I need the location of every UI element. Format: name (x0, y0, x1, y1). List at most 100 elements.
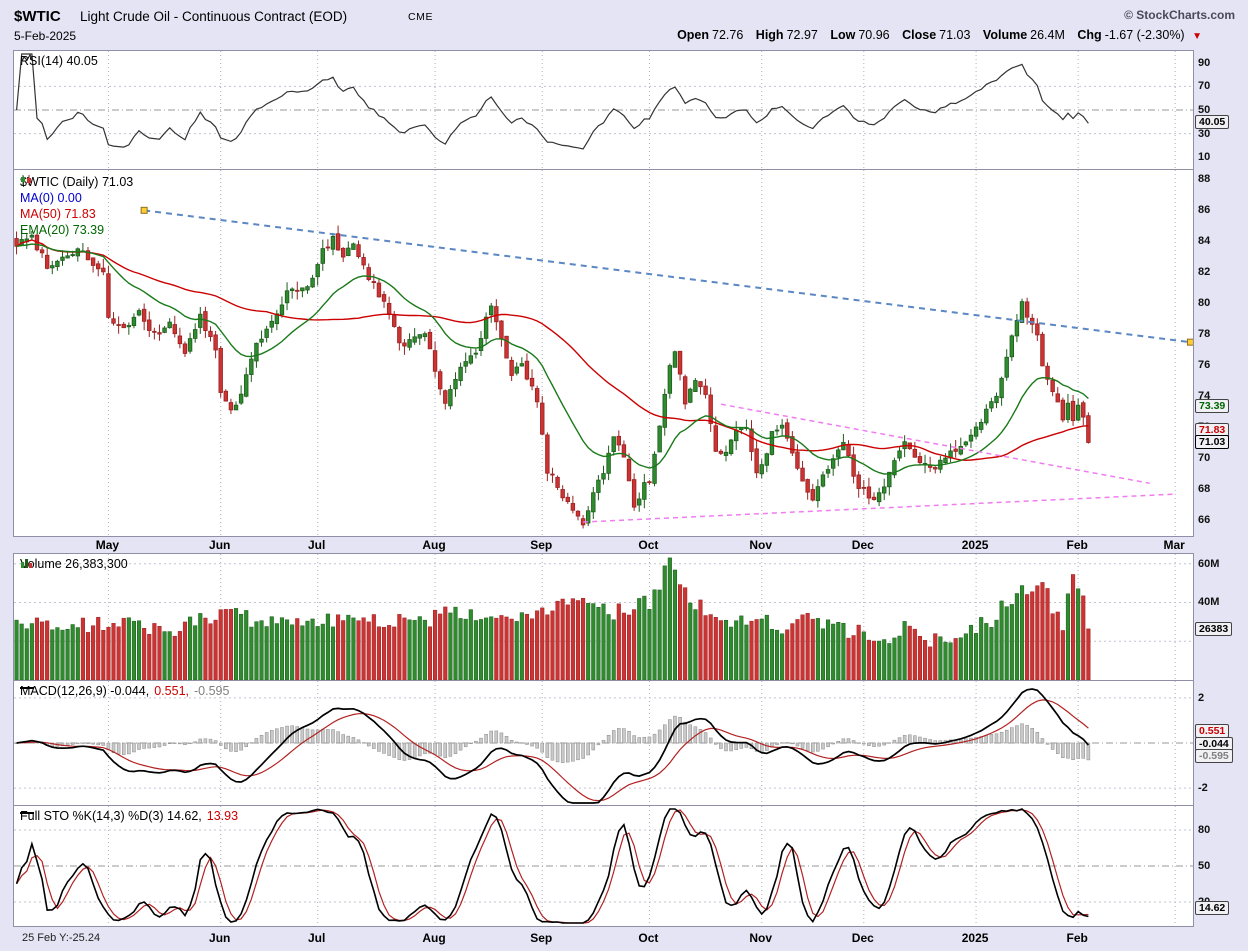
x-axis-label: Jun (209, 538, 231, 552)
y-axis-tick: 68 (1198, 483, 1211, 496)
symbol: $WTIC (14, 8, 61, 25)
y-axis-tick: 80 (1198, 297, 1211, 310)
x-axis-label: Jul (308, 931, 326, 945)
volume-bars-icon (21, 559, 32, 568)
x-axis-label: Jun (209, 931, 231, 945)
exchange-label: CME (408, 11, 434, 23)
change-value: -1.67 (-2.30%) (1104, 28, 1185, 42)
price-legend-text: $WTIC (Daily) 71.03 (20, 175, 134, 189)
macd-plot (14, 681, 1193, 805)
y-axis-tick: 84 (1198, 235, 1211, 248)
x-axis-label: May (95, 538, 120, 552)
last-value-marker: 26383 (1195, 621, 1233, 636)
x-axis-label: 2025 (961, 538, 989, 552)
price-legend: $WTIC (Daily) 71.03 MA(0) 0.00 MA(50) 71… (20, 174, 133, 238)
y-axis-tick: 78 (1198, 328, 1211, 341)
volume-legend: Volume 26,383,300 (20, 557, 128, 571)
x-axis-months: May Jun Jul Aug Sep Oct Nov Dec 2025 Feb Mar (0, 537, 1248, 553)
line-icon (20, 687, 34, 689)
y-axis-tick: 60M (1198, 557, 1220, 570)
x-axis-label: Aug (422, 931, 446, 945)
last-value-marker: 14.62 (1195, 901, 1230, 916)
y-axis-tick: 20 (1198, 896, 1211, 908)
y-axis-tick: 88 (1198, 173, 1211, 186)
macd-hist-value: -0.595 (194, 684, 230, 698)
x-axis-label: Oct (638, 931, 659, 945)
y-axis-tick: 50 (1198, 104, 1211, 116)
low-label: Low (830, 28, 856, 42)
change-down-arrow-icon: ▼ (1192, 31, 1202, 42)
ohlc-quote: Open 72.76 High 72.97 Low 70.96 Close 71.03 … (668, 28, 1202, 42)
volume-plot (14, 554, 1193, 680)
x-axis-label: Nov (749, 538, 773, 552)
y-axis-tick: 30 (1198, 127, 1211, 140)
rsi-panel[interactable]: RSI(14) 40.05 (13, 50, 1194, 170)
x-axis-label: Nov (749, 931, 773, 945)
rsi-plot (14, 51, 1193, 169)
x-axis-label: 2025 (961, 931, 989, 945)
ma0-legend: MA(0) 0.00 (20, 191, 82, 205)
x-axis-label: Feb (1066, 931, 1088, 945)
candlestick-icon (21, 175, 31, 185)
x-axis-label: Dec (851, 931, 874, 945)
x-axis-label: Dec (851, 538, 874, 552)
rsi-legend-text: RSI(14) 40.05 (20, 54, 98, 68)
x-axis-label: Oct (638, 538, 659, 552)
macd-legend: MACD(12,26,9) -0.044, 0.551, -0.595 (20, 684, 229, 698)
y-axis-tick: 10 (1198, 151, 1211, 164)
price-panel[interactable]: $WTIC (Daily) 71.03 MA(0) 0.00 MA(50) 71… (13, 169, 1194, 537)
macd-panel[interactable]: MACD(12,26,9) -0.044, 0.551, -0.595 (13, 680, 1194, 806)
close-label: Close (902, 28, 937, 42)
y-axis-tick: 76 (1198, 359, 1211, 372)
sto-legend: Full STO %K(14,3) %D(3) 14.62, 13.93 (20, 809, 238, 823)
x-axis-label: Jul (308, 538, 326, 552)
last-value-marker: 0.551 (1195, 723, 1230, 738)
sto-values: Full STO %K(14,3) %D(3) 14.62, (20, 809, 202, 823)
change-label: Chg (1077, 28, 1102, 42)
y-axis-tick: 74 (1198, 390, 1211, 403)
bottom-x-axis: 25 Feb Y:-25.24 Jun Jul Aug Sep Oct Nov Dec 202… (0, 930, 1248, 950)
ema20-legend: EMA(20) 73.39 (20, 223, 105, 237)
low-value: 70.96 (858, 28, 890, 42)
sto-d-value: 13.93 (206, 809, 239, 823)
close-value: 71.03 (939, 28, 971, 42)
price-plot (14, 170, 1193, 536)
volume-legend-text: Volume 26,383,300 (20, 557, 128, 571)
last-value-marker: 71.83 (1195, 423, 1230, 438)
y-axis-tick: 66 (1198, 514, 1211, 527)
y-axis-tick: -2 (1198, 782, 1208, 795)
y-axis-tick: 40M (1198, 596, 1220, 609)
volume-panel[interactable]: Volume 26,383,300 (13, 553, 1194, 681)
line-icon (20, 812, 34, 814)
open-label: Open (677, 28, 710, 42)
last-value-marker: -0.595 (1195, 749, 1233, 764)
macd-values: MACD(12,26,9) -0.044, (20, 684, 150, 698)
rsi-legend: RSI(14) 40.05 (20, 54, 98, 68)
x-axis-label: Mar (1163, 538, 1185, 552)
y-axis-tick: 82 (1198, 266, 1211, 279)
y-axis-tick: 86 (1198, 204, 1211, 217)
last-value-marker: 73.39 (1195, 398, 1230, 413)
y-axis-tick: 70 (1198, 80, 1211, 93)
last-value-marker: -0.044 (1195, 736, 1233, 751)
high-label: High (755, 28, 784, 42)
y-axis-tick: 50 (1198, 860, 1211, 872)
ma50-legend: MA(50) 71.83 (20, 207, 96, 221)
y-axis-tick: 72 (1198, 421, 1211, 434)
cursor-readout: 25 Feb Y:-25.24 (22, 932, 101, 944)
macd-signal-value: 0.551, (154, 684, 189, 698)
y-axis-tick: 90 (1198, 56, 1211, 69)
open-value: 72.76 (712, 28, 744, 42)
stochastics-panel[interactable]: Full STO %K(14,3) %D(3) 14.62, 13.93 (13, 805, 1194, 927)
stockcharts-link[interactable]: © StockCharts.com (1124, 8, 1235, 22)
zigzag-icon (20, 54, 33, 64)
x-axis-label: Sep (530, 538, 553, 552)
y-axis-tick: 70 (1198, 452, 1211, 465)
last-value-marker: 71.03 (1195, 435, 1230, 450)
x-axis-label: Feb (1066, 538, 1088, 552)
stochastics-plot (14, 806, 1193, 926)
y-axis-tick: 2 (1198, 691, 1205, 704)
volume-label: Volume (982, 28, 1028, 42)
y-axis-tick: 80 (1198, 824, 1211, 836)
